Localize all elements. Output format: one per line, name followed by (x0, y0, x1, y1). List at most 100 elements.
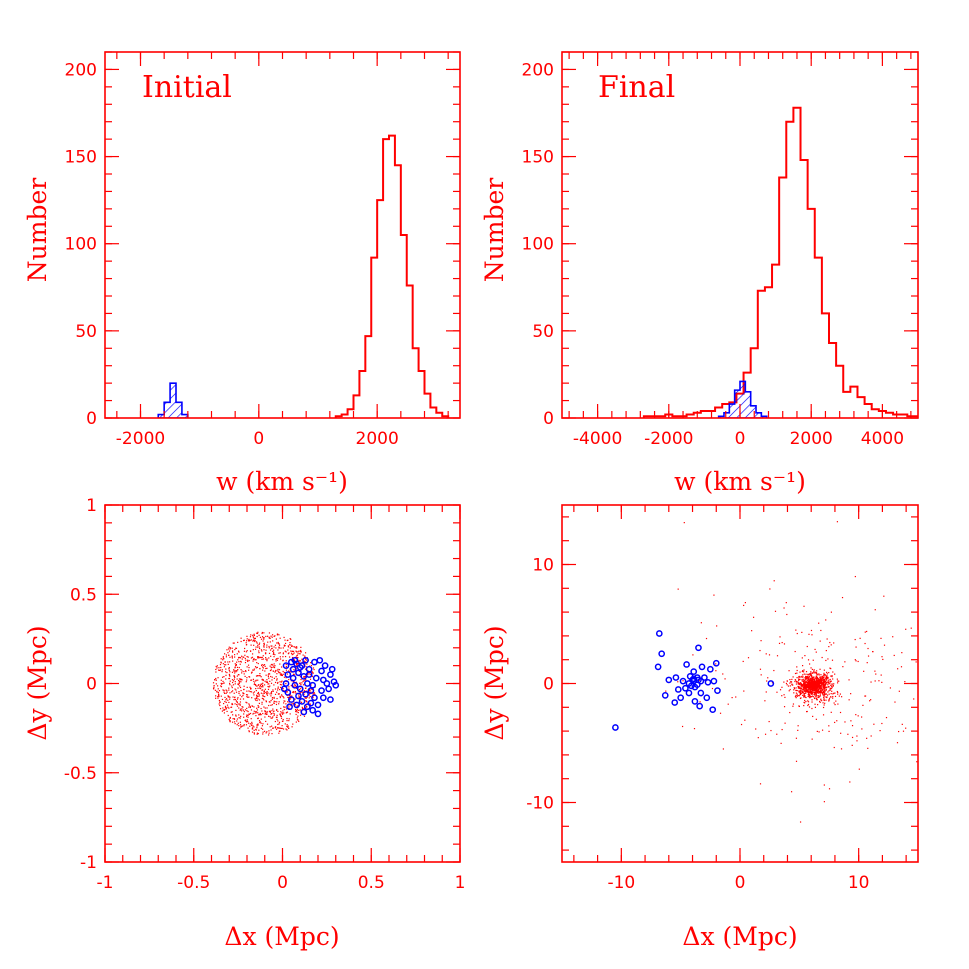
scatter-point-red (900, 666, 903, 668)
scatter-point-red (273, 663, 275, 665)
scatter-point-red (297, 657, 299, 659)
scatter-point-red (828, 697, 831, 699)
scatter-point-red (304, 668, 307, 670)
scatter-point-red (228, 654, 230, 656)
scatter-point-red (808, 688, 810, 690)
scatter-point-red (231, 691, 233, 693)
scatter-point-red (253, 644, 255, 646)
scatter-point-red (928, 664, 929, 665)
scatter-point-red (925, 661, 926, 662)
scatter-point-red (700, 622, 702, 624)
scatter-point-red (292, 650, 295, 652)
scatter-point-red (237, 650, 240, 652)
scatter-point-red (288, 720, 290, 722)
scatter-point-blue (704, 678, 712, 686)
scatter-point-red (866, 737, 868, 739)
scatter-point-red (221, 698, 224, 701)
scatter-point-red (807, 687, 809, 689)
x-tick-label: 0 (735, 873, 746, 893)
scatter-point-red (279, 663, 281, 665)
scatter-point-red (280, 673, 283, 676)
scatter-point-red (812, 687, 814, 689)
scatter-point-red (274, 693, 277, 695)
scatter-point-red (823, 681, 825, 683)
scatter-point-red (683, 522, 685, 524)
scatter-point-red (281, 694, 283, 696)
scatter-point-red (270, 669, 272, 671)
scatter-point-red (818, 680, 820, 683)
scatter-point-red (263, 664, 266, 666)
scatter-point-red (266, 658, 268, 660)
scatter-point-red (827, 676, 829, 678)
scatter-point-red (305, 666, 307, 668)
scatter-point-red (264, 665, 266, 667)
scatter-point-red (713, 594, 715, 596)
scatter-point-red (228, 682, 231, 684)
scatter-point-red (248, 659, 250, 662)
scatter-point-red (250, 691, 253, 693)
scatter-point-red (304, 661, 307, 663)
scatter-point-red (794, 680, 796, 683)
scatter-point-red (280, 674, 282, 676)
scatter-point-red (240, 660, 242, 663)
scatter-point-red (810, 674, 812, 677)
scatter-point-red (288, 705, 290, 707)
scatter-point-red (799, 690, 801, 692)
scatter-point-red (818, 687, 821, 690)
scatter-point-red (819, 685, 821, 687)
scatter-point-red (250, 672, 253, 674)
scatter-point-red (253, 669, 255, 671)
scatter-point-red (294, 698, 296, 700)
scatter-point-red (212, 682, 215, 684)
scatter-point-red (246, 655, 248, 658)
scatter-point-red (276, 716, 278, 718)
scatter-point-red (300, 691, 303, 693)
scatter-point-red (800, 683, 803, 685)
scatter-point-red (801, 680, 803, 682)
scatter-point-red (765, 691, 767, 693)
scatter-point-red (776, 691, 778, 693)
scatter-point-red (814, 692, 816, 695)
scatter-point-red (254, 698, 256, 700)
scatter-point-red (273, 665, 275, 667)
scatter-point-red (268, 673, 270, 675)
scatter-point-red (830, 696, 832, 698)
scatter-point-red (242, 709, 245, 711)
histogram-initial-panel: Initial w (km s⁻¹) Number -2000 0 20000501… (23, 51, 461, 496)
scatter-point-red (816, 677, 819, 679)
scatter-point-red (817, 681, 819, 683)
scatter-point-red (870, 699, 872, 701)
scatter-point-red (258, 684, 260, 686)
scatter-point-red (275, 703, 278, 706)
scatter-point-red (820, 629, 822, 632)
scatter-point-red (214, 679, 216, 681)
scatter-point-red (789, 685, 791, 687)
scatter-point-red (813, 689, 816, 692)
scatter-point-red (799, 692, 802, 694)
scatter-point-red (283, 702, 285, 704)
scatter-point-red (825, 689, 827, 691)
scatter-point-red (253, 691, 256, 693)
scatter-point-red (788, 670, 790, 672)
scatter-point-red (248, 704, 251, 706)
scatter-point-red (793, 688, 796, 690)
scatter-point-red (832, 697, 834, 699)
scatter-point-red (855, 646, 857, 648)
scatter-point-red (243, 692, 245, 695)
scatter-point-red (240, 669, 242, 671)
scatter-point-red (810, 677, 812, 679)
scatter-point-red (815, 697, 817, 700)
scatter-point-red (814, 706, 817, 708)
scatter-point-red (827, 691, 829, 693)
scatter-point-red (235, 671, 237, 673)
scatter-point-red (215, 697, 217, 699)
scatter-point-red (228, 689, 230, 691)
scatter-point-red (829, 667, 831, 669)
scatter-point-red (795, 692, 798, 694)
scatter-point-red (790, 681, 792, 683)
scatter-point-red (844, 661, 846, 663)
scatter-point-red (222, 656, 224, 658)
scatter-point-red (817, 704, 819, 706)
scatter-point-red (825, 659, 827, 662)
scatter-point-red (833, 746, 835, 749)
